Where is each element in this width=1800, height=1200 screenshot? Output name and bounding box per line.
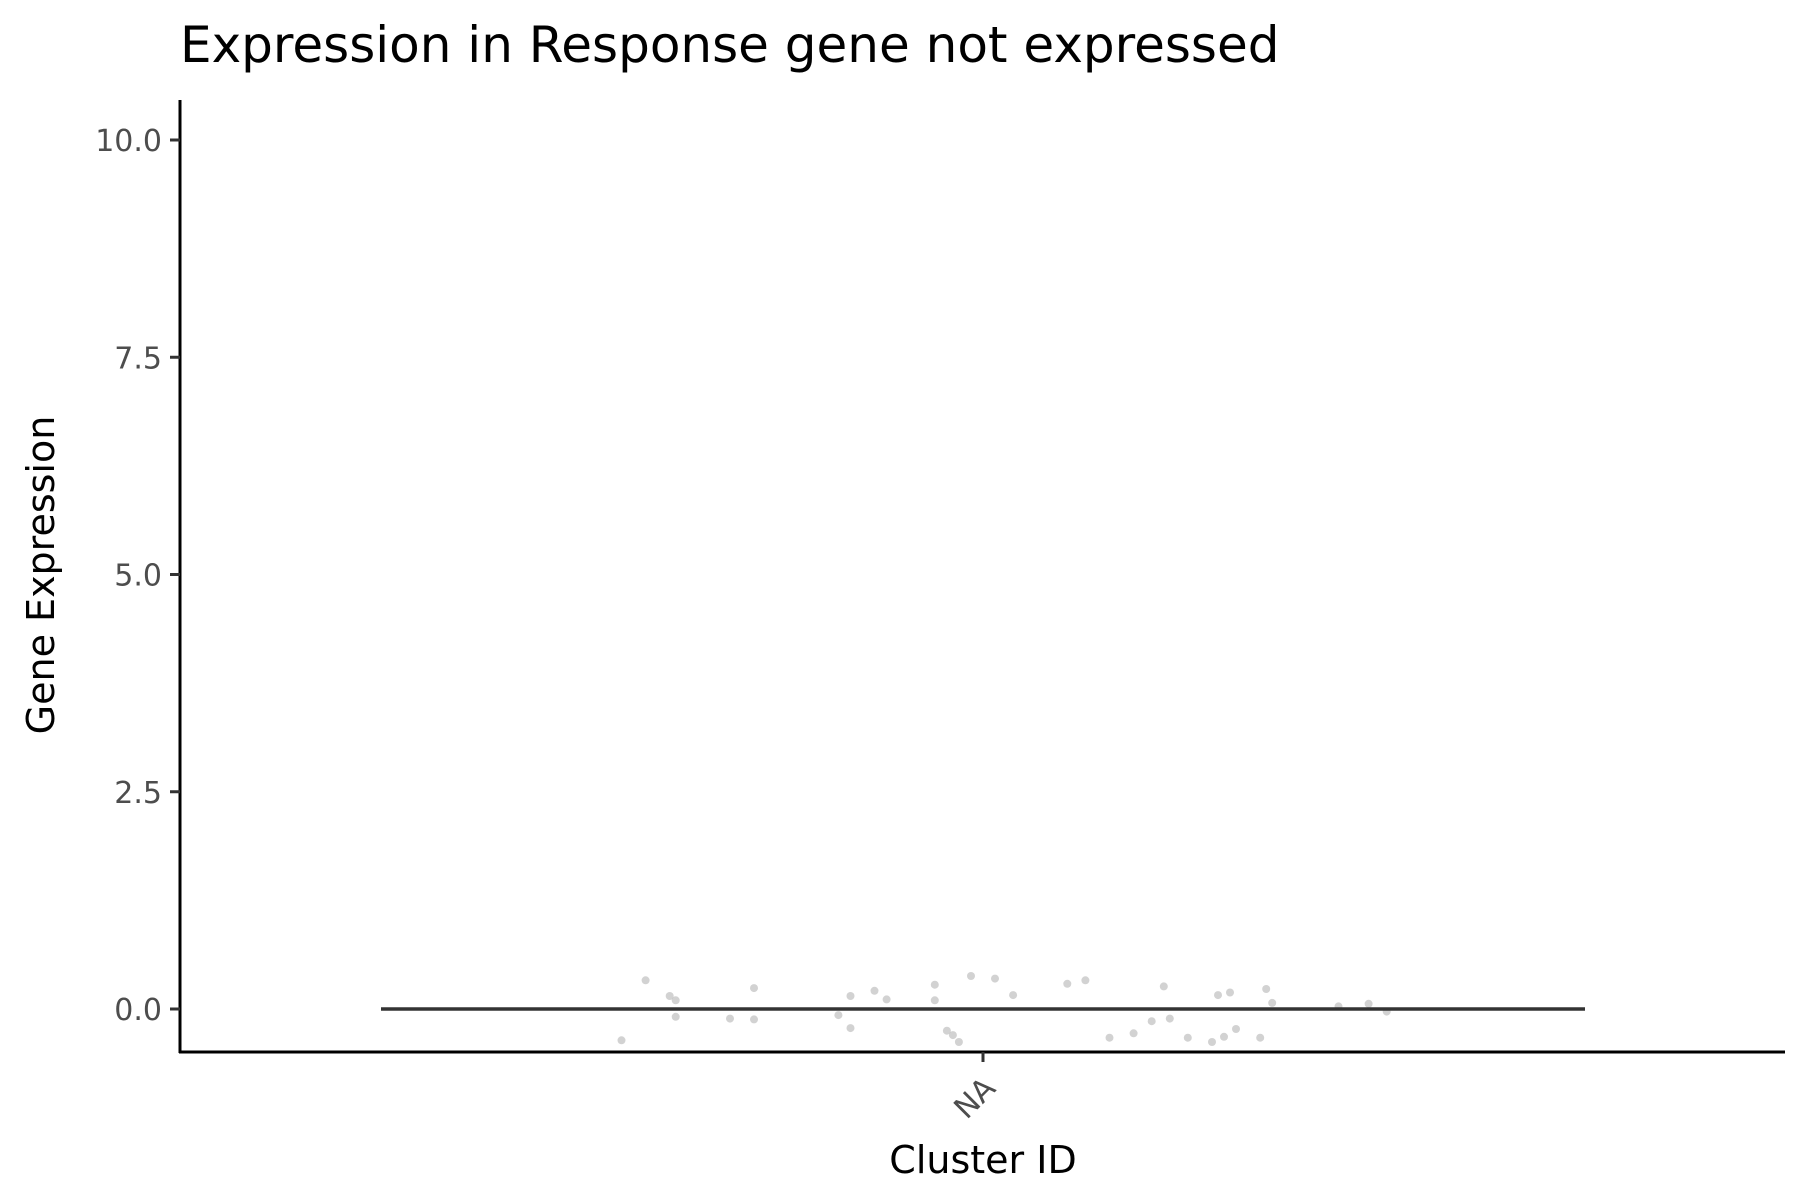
y-tick-label: 5.0 [114, 559, 162, 594]
y-tick-label: 10.0 [95, 124, 162, 159]
data-point [1159, 982, 1168, 991]
data-point [1226, 988, 1234, 997]
data-point [1208, 1038, 1216, 1046]
chart-title: Expression in Response gene not expresse… [180, 16, 1279, 74]
data-point [1009, 991, 1018, 1000]
y-tick-label: 7.5 [114, 341, 162, 376]
data-point [1183, 1033, 1192, 1042]
data-point [1063, 979, 1072, 988]
data-point [750, 1015, 758, 1024]
data-point [641, 976, 650, 985]
data-point [882, 995, 891, 1004]
data-point [1262, 985, 1271, 993]
x-tick-label: NA [948, 1071, 1003, 1126]
y-tick-label: 2.5 [114, 776, 162, 811]
data-point [1256, 1033, 1265, 1042]
data-point [617, 1036, 626, 1045]
data-point [930, 980, 939, 989]
data-point [1147, 1017, 1156, 1026]
data-point [948, 1031, 957, 1040]
data-point [846, 992, 855, 1000]
y-axis-title: Gene Expression [19, 416, 63, 735]
y-tick-label: 0.0 [114, 993, 162, 1028]
x-axis-title: Cluster ID [889, 1138, 1076, 1182]
data-point [1268, 998, 1277, 1007]
data-point [1364, 999, 1373, 1008]
data-point [1220, 1032, 1228, 1041]
data-point [942, 1026, 951, 1035]
data-point [671, 1012, 680, 1021]
data-point [1129, 1029, 1138, 1038]
plot-area: 0.0 2.5 5.0 7.5 10.0 NA [95, 100, 1785, 1126]
data-point [1214, 991, 1222, 1000]
data-point [1232, 1025, 1240, 1033]
data-point [750, 984, 758, 993]
data-point [665, 992, 674, 1000]
data-point [967, 972, 975, 980]
data-point [954, 1038, 963, 1046]
data-point [870, 986, 879, 995]
data-point [846, 1024, 855, 1033]
data-point [834, 1011, 843, 1020]
data-point [1165, 1014, 1174, 1023]
data-point [1105, 1033, 1114, 1042]
data-point [726, 1014, 734, 1023]
data-point [930, 996, 939, 1005]
data-point [991, 974, 999, 983]
data-point [1081, 976, 1090, 985]
data-point [671, 996, 680, 1005]
